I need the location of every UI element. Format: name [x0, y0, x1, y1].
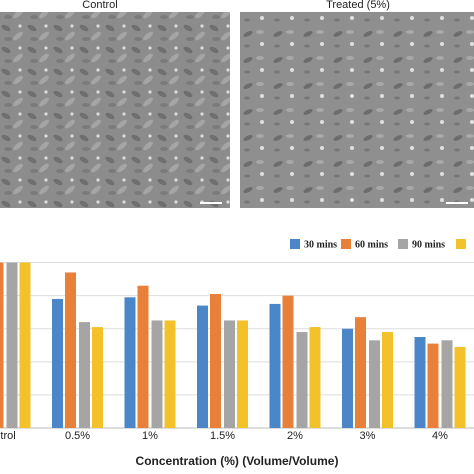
bar: [52, 298, 63, 428]
bar: [269, 303, 281, 428]
bar: [454, 346, 466, 428]
x-tick-label: 1%: [142, 430, 158, 442]
bar: [65, 272, 76, 428]
bar: [151, 320, 163, 428]
legend-swatch: [341, 239, 351, 249]
bar: [441, 340, 453, 428]
panel-caption: Control: [82, 0, 117, 11]
panel-caption: Treated (5%): [326, 0, 390, 11]
bar: [355, 317, 366, 428]
bar: [92, 327, 103, 428]
bar: [309, 327, 321, 428]
bar: [237, 320, 248, 428]
x-tick-label: 0.5%: [65, 430, 90, 442]
bar: [164, 320, 176, 428]
micrograph: [240, 12, 474, 208]
legend-swatch: [290, 239, 300, 249]
x-tick-label: 3%: [360, 430, 376, 442]
bar: [282, 295, 294, 428]
bar: [124, 297, 136, 428]
bar: [137, 285, 149, 428]
legend-label: 90 mins: [412, 239, 445, 250]
bar: [197, 305, 208, 428]
legend-swatch: [398, 239, 408, 249]
x-tick-label: 4%: [432, 430, 448, 442]
micrograph: [0, 12, 230, 208]
bar: [369, 340, 380, 428]
x-tick-label: 1.5%: [210, 430, 235, 442]
bar: [414, 337, 426, 428]
x-tick-label: ntrol: [0, 430, 16, 442]
legend-label: 60 mins: [355, 239, 388, 250]
x-tick-label: 2%: [287, 430, 303, 442]
bar: [19, 262, 31, 428]
bar: [382, 332, 393, 428]
bar: [210, 293, 221, 428]
bar: [296, 332, 308, 428]
bar: [0, 262, 4, 428]
bar: [79, 322, 90, 428]
legend-swatch: [456, 239, 466, 249]
x-axis-label: Concentration (%) (Volume/Volume): [136, 454, 339, 468]
bar: [6, 262, 18, 428]
bar: [224, 320, 235, 428]
bar: [427, 343, 439, 428]
legend-label: 30 mins: [304, 239, 337, 250]
bar: [342, 328, 353, 428]
